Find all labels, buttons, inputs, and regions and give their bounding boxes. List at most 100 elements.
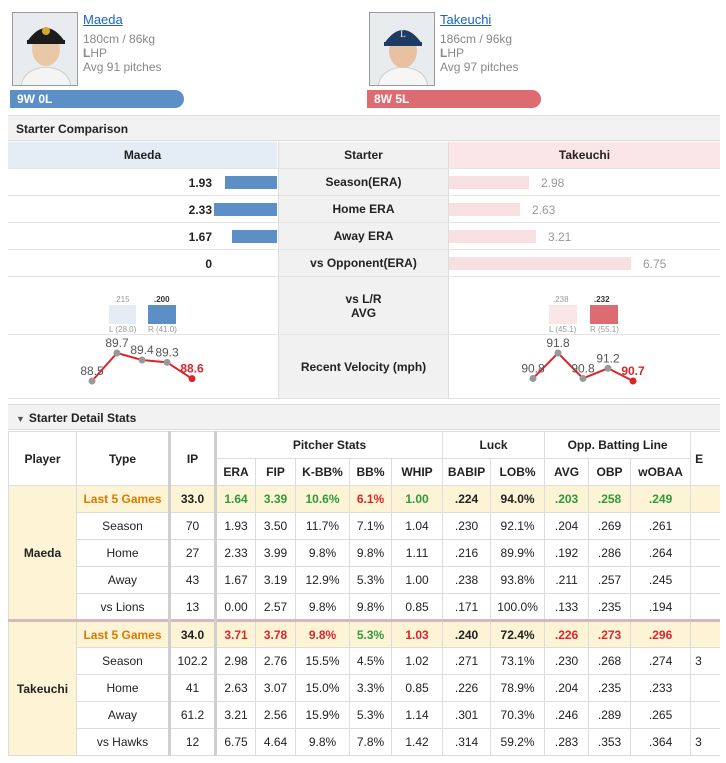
home-split-r-bar (148, 305, 176, 324)
away-split-r-avg: .232 (594, 295, 610, 304)
th-extra: E (690, 431, 720, 486)
table-row: Home 27 2.33 3.99 9.8% 9.8% 1.11.216 89.9% .192.… (9, 539, 720, 567)
stat-cell: .216 (442, 539, 492, 567)
home-starter-card: Maeda 180cm / 86kg LHP Avg 91 pitches 9W… (10, 12, 212, 112)
type-cell: Last 5 Games (76, 619, 170, 648)
svg-text:L: L (400, 29, 406, 39)
starter-comparison-table: Maeda Starter Takeuchi 1.93 Season(ERA) 2.… (8, 142, 720, 399)
th-obp: OBP (588, 458, 632, 486)
stat-cell: 12.9% (295, 566, 350, 594)
stat-cell: .269 (588, 512, 632, 540)
away-height-weight: 186cm / 96kg (440, 32, 513, 46)
table-row: vs Hawks 12 6.75 4.64 9.8% 7.8% 1.42.314 59.2%.… (9, 728, 720, 756)
stat-cell: .238 (442, 566, 492, 594)
type-cell: Home (76, 539, 170, 567)
home-player-photo (12, 12, 78, 86)
stat-cell: 73.1% (490, 647, 546, 675)
comparison-home-value: 2.33 (188, 203, 212, 217)
stat-cell: .171 (442, 593, 492, 621)
stat-cell: 11.7% (295, 512, 350, 540)
comparison-row: 0 vs Opponent(ERA) 6.75 (8, 250, 720, 277)
type-cell: Season (76, 647, 170, 675)
table-row: Away 43 1.67 3.19 12.9% 5.3% 1.00.238 93.8% .211… (9, 566, 720, 594)
extra-cell: 3 (690, 647, 720, 675)
home-split-l-avg: .215 (114, 295, 130, 304)
type-cell: Last 5 Games (76, 485, 170, 513)
comparison-header-row: Maeda Starter Takeuchi (8, 142, 720, 169)
stat-cell: 1.64 (215, 485, 256, 513)
stat-cell: 94.0% (490, 485, 546, 513)
home-record-badge: 9W 0L (10, 90, 184, 108)
away-split-l-avg: .238 (553, 295, 569, 304)
comparison-home-cell: 1.67 (8, 223, 277, 249)
stat-cell: 0.00 (215, 593, 256, 621)
stat-cell: 72.4% (490, 619, 546, 648)
home-player-name-link[interactable]: Maeda (83, 12, 123, 27)
stat-cell: .265 (630, 701, 692, 729)
away-velocity-label: 90.7 (621, 364, 645, 378)
stat-cell: 34.0 (168, 619, 217, 648)
comparison-home-bar (232, 230, 277, 243)
stat-cell: .261 (630, 512, 692, 540)
away-velocity-point (629, 377, 637, 385)
home-avg-pitches: Avg 91 pitches (83, 60, 162, 74)
home-split-l-pa: L (28.0) (109, 325, 137, 334)
comparison-row-velocity: 88.5 89.7 89.4 89.3 88.6 Recent Velocity (mp… (8, 335, 720, 399)
stat-cell: 93.8% (490, 566, 546, 594)
comparison-away-cell: 3.21 (449, 223, 720, 249)
away-split-l-bar (549, 305, 577, 324)
stat-cell: .226 (442, 674, 492, 702)
away-velocity-label: 91.2 (596, 351, 620, 365)
stat-cell: 89.9% (490, 539, 546, 567)
starter-detail-title[interactable]: ▼ Starter Detail Stats (8, 404, 720, 430)
away-avg-pitches: Avg 97 pitches (440, 60, 519, 74)
stat-cell: 1.93 (215, 512, 256, 540)
stat-cell: 70 (168, 512, 217, 540)
stat-cell: .192 (544, 539, 590, 567)
away-split-l-pa: L (45.1) (549, 325, 577, 334)
comparison-mid-header: Starter (278, 142, 449, 168)
stat-cell: .264 (630, 539, 692, 567)
stat-cell: 100.0% (490, 593, 546, 621)
stat-cell: 9.8% (295, 593, 350, 621)
split-label-line1: vs L/R (345, 292, 382, 306)
away-split-r-pa: R (55.1) (590, 325, 619, 334)
table-row: Season 70 1.93 3.50 11.7% 7.1% 1.04.230 92.1% .2… (9, 512, 720, 540)
stat-cell: 6.1% (349, 485, 392, 513)
comparison-home-cell: 2.33 (8, 196, 277, 222)
th-type: Type (76, 431, 170, 486)
stat-cell: 7.8% (349, 728, 392, 756)
table-row: vs Lions 13 0.00 2.57 9.8% 9.8% 0.85.171 100.0%… (9, 593, 720, 621)
stat-cell: .230 (544, 647, 590, 675)
stat-cell: 2.33 (215, 539, 256, 567)
th-lob: LOB% (490, 458, 546, 486)
stat-cell: 1.14 (390, 701, 444, 729)
comparison-home-value: 1.93 (188, 176, 212, 190)
th-opp: Opp. Batting Line (544, 431, 692, 459)
extra-cell (690, 485, 720, 513)
away-velocity-chart: 90.8 91.8 90.8 91.2 90.7 (449, 335, 720, 398)
stat-cell: 78.9% (490, 674, 546, 702)
stat-cell: .283 (544, 728, 590, 756)
extra-cell (690, 701, 720, 729)
stat-cell: 43 (168, 566, 217, 594)
stat-cell: 9.8% (295, 619, 350, 648)
home-velocity-label: 88.6 (180, 362, 204, 376)
comparison-home-bar (225, 176, 277, 189)
stat-cell: 7.1% (349, 512, 392, 540)
stat-cell: .301 (442, 701, 492, 729)
comparison-away-value: 2.63 (532, 203, 556, 217)
away-split-r-bar (590, 305, 618, 324)
collapse-triangle-icon[interactable]: ▼ (16, 414, 25, 424)
detail-title-text: Starter Detail Stats (28, 411, 137, 425)
home-velocity-point (88, 377, 96, 385)
th-kbb: K-BB% (295, 458, 350, 486)
away-player-name-link[interactable]: Takeuchi (440, 12, 492, 27)
stat-cell: 10.6% (295, 485, 350, 513)
comparison-away-bar (449, 257, 631, 270)
th-fip: FIP (255, 458, 296, 486)
starter-comparison-title: Starter Comparison (8, 115, 720, 141)
extra-cell: 3 (690, 728, 720, 756)
comparison-away-cell: 6.75 (449, 250, 720, 276)
stat-cell: 3.99 (255, 539, 296, 567)
